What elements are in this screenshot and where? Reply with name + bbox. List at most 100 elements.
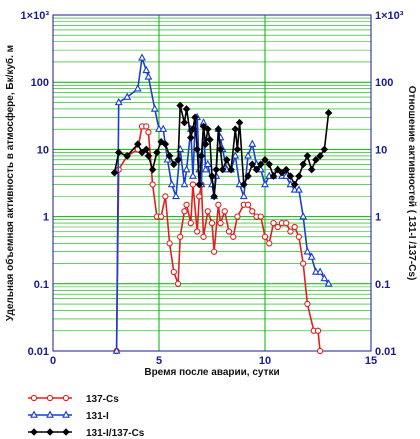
data-point-131-i-137-cs <box>231 125 240 133</box>
y-tick-labels-right: 0.01 0.1 1 10 100 1×10³ <box>375 10 404 358</box>
data-point-131-i-137-cs <box>265 160 274 169</box>
data-point-137-cs <box>257 213 264 220</box>
data-point-131-i <box>142 65 151 74</box>
series-137-cs <box>113 123 324 355</box>
data-point-131-i-137-cs <box>324 109 333 117</box>
data-point-131-i-137-cs <box>278 168 286 177</box>
legend-marker <box>62 394 70 402</box>
data-point-137-cs <box>221 208 228 215</box>
legend: 137-Cs 131-I 131-I/137-Cs <box>28 394 145 439</box>
data-point-137-cs <box>291 223 298 231</box>
data-point-137-cs <box>196 193 203 200</box>
data-point-131-i <box>182 165 191 173</box>
y-tick-label-right: 0.01 <box>375 346 396 358</box>
data-point-131-i <box>231 151 240 159</box>
data-point-137-cs <box>261 233 269 240</box>
data-point-131-i-137-cs <box>261 156 269 164</box>
x-tick-labels: 0 5 10 15 <box>50 355 377 367</box>
data-point-131-i-137-cs <box>189 125 197 133</box>
data-point-131-i-137-cs <box>193 145 201 154</box>
data-point-137-cs <box>249 208 256 215</box>
legend-label: 131-I <box>86 411 109 422</box>
data-point-131-i <box>144 72 153 80</box>
data-point-131-i-137-cs <box>114 148 123 157</box>
legend-marker <box>30 394 38 402</box>
data-point-131-i <box>303 247 312 255</box>
data-point-137-cs <box>210 248 218 255</box>
y-tick-label-left: 0.1 <box>34 279 49 291</box>
data-point-131-i <box>138 53 146 61</box>
data-point-131-i-137-cs <box>299 160 307 169</box>
y-axis-label-left: Удельная объемная активность в атмосфере… <box>4 45 16 321</box>
data-point-131-i-137-cs <box>206 135 214 144</box>
data-point-131-i-137-cs <box>240 180 248 189</box>
data-point-131-i-137-cs <box>170 160 178 169</box>
plot-frame <box>52 14 372 352</box>
y-tick-label-right: 100 <box>375 77 393 89</box>
legend-item-137-cs: 137-Cs <box>28 394 119 405</box>
data-point-131-i <box>189 171 197 179</box>
data-point-137-cs <box>300 260 307 267</box>
data-point-137-cs <box>181 208 188 215</box>
data-point-137-cs <box>287 228 294 235</box>
data-point-131-i-137-cs <box>123 152 131 160</box>
y-tick-label-left: 0.01 <box>28 346 49 358</box>
data-point-131-i-137-cs <box>282 165 290 174</box>
data-point-137-cs <box>208 219 216 227</box>
data-point-137-cs <box>149 181 156 188</box>
data-point-131-i <box>114 97 123 106</box>
data-point-131-i-137-cs <box>201 140 210 148</box>
data-point-131-i <box>324 279 333 287</box>
y-tick-label-right: 1×10³ <box>375 10 404 22</box>
legend-item-131-i: 131-I <box>28 410 109 422</box>
data-point-131-i-137-cs <box>286 172 295 180</box>
data-point-137-cs <box>194 228 201 235</box>
y-tick-label-right: 1 <box>375 212 381 224</box>
data-point-131-i-137-cs <box>273 165 282 174</box>
data-point-137-cs <box>316 347 324 355</box>
data-point-131-i-137-cs <box>235 118 244 127</box>
data-point-131-i-137-cs <box>199 122 208 131</box>
data-point-131-i <box>163 155 172 163</box>
data-point-137-cs <box>217 219 224 227</box>
data-point-131-i-137-cs <box>256 160 265 169</box>
data-point-137-cs <box>200 233 207 240</box>
data-point-131-i <box>239 191 248 200</box>
data-point-131-i <box>203 159 212 168</box>
data-point-137-cs <box>266 240 273 247</box>
data-point-131-i-137-cs <box>320 145 329 154</box>
x-tick-label: 5 <box>156 355 162 367</box>
data-point-131-i-137-cs <box>197 152 206 160</box>
data-point-131-i-137-cs <box>248 160 257 169</box>
data-point-131-i-137-cs <box>227 165 235 174</box>
data-point-131-i-137-cs <box>148 165 157 174</box>
data-point-131-i-137-cs <box>307 165 316 174</box>
data-point-131-i-137-cs <box>203 125 212 133</box>
data-point-131-i-137-cs <box>303 152 312 160</box>
legend-item-131-i-137-cs: 131-I/137-Cs <box>28 428 145 439</box>
data-point-131-i <box>248 139 257 147</box>
data-point-137-cs <box>304 300 311 308</box>
data-point-131-i-137-cs <box>223 156 231 164</box>
data-point-131-i-137-cs <box>176 101 184 110</box>
data-point-131-i-137-cs <box>214 125 223 133</box>
legend-marker <box>30 410 38 418</box>
data-point-131-i-137-cs <box>191 113 199 122</box>
data-point-131-i-137-cs <box>218 165 227 174</box>
data-point-131-i <box>201 165 210 173</box>
data-point-131-i <box>244 151 252 159</box>
x-tick-label: 10 <box>259 355 271 367</box>
data-point-131-i-137-cs <box>212 165 221 174</box>
series-131-i-137-cs <box>110 101 333 201</box>
y-tick-label-left: 100 <box>31 77 49 89</box>
y-tick-label-right: 0.1 <box>375 279 390 291</box>
x-tick-label: 15 <box>365 355 377 367</box>
data-point-131-i <box>150 104 159 112</box>
data-point-137-cs <box>230 233 237 240</box>
data-point-137-cs <box>166 240 173 247</box>
data-point-131-i <box>172 191 180 200</box>
data-point-137-cs <box>183 201 190 208</box>
data-point-131-i-137-cs <box>269 172 278 180</box>
data-point-131-i-137-cs <box>187 133 195 142</box>
